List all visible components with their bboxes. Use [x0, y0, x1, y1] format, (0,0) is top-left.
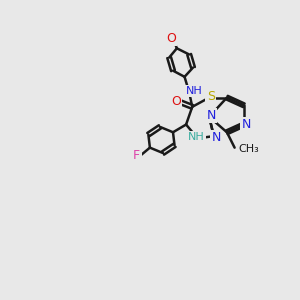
Text: NH: NH — [188, 132, 205, 142]
Text: O: O — [166, 32, 175, 45]
Text: N: N — [212, 131, 221, 144]
Text: F: F — [133, 149, 140, 162]
Text: N: N — [207, 109, 216, 122]
Text: CH₃: CH₃ — [238, 144, 259, 154]
Text: N: N — [242, 118, 251, 131]
Text: NH: NH — [185, 86, 202, 96]
Text: S: S — [207, 90, 215, 103]
Text: O: O — [171, 95, 181, 108]
